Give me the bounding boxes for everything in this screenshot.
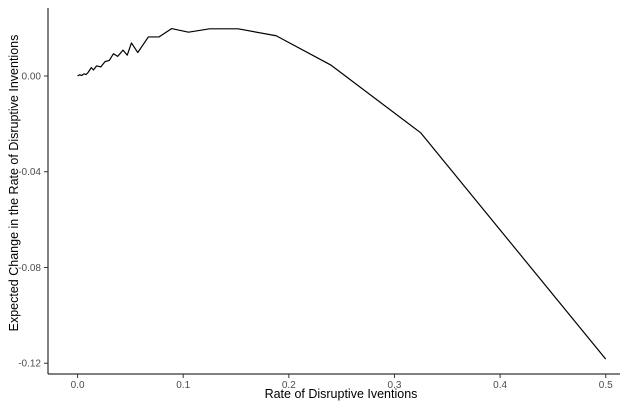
y-tick-label: -0.12 xyxy=(18,359,41,370)
x-tick-label: 0.4 xyxy=(493,380,507,391)
y-tick-label: -0.08 xyxy=(18,263,41,274)
y-axis-title: Expected Change in the Rate of Disruptiv… xyxy=(7,35,21,332)
x-tick-label: 0.5 xyxy=(599,380,613,391)
x-tick-label: 0.3 xyxy=(388,380,402,391)
axes: 0.0 0.1 0.2 0.3 0.4 0.5 0.00 -0.04 -0.08 -0.12 xyxy=(18,8,620,391)
x-tick-label: 0.2 xyxy=(282,380,296,391)
series-line-0 xyxy=(77,27,607,360)
x-axis-title: Rate of Disruptive Iventions xyxy=(265,387,418,401)
x-tick-label: 0.0 xyxy=(71,380,85,391)
y-tick-label: -0.04 xyxy=(18,167,41,178)
y-tick-label: 0.00 xyxy=(22,71,42,82)
plot-area xyxy=(77,27,607,360)
x-tick-label: 0.1 xyxy=(176,380,190,391)
